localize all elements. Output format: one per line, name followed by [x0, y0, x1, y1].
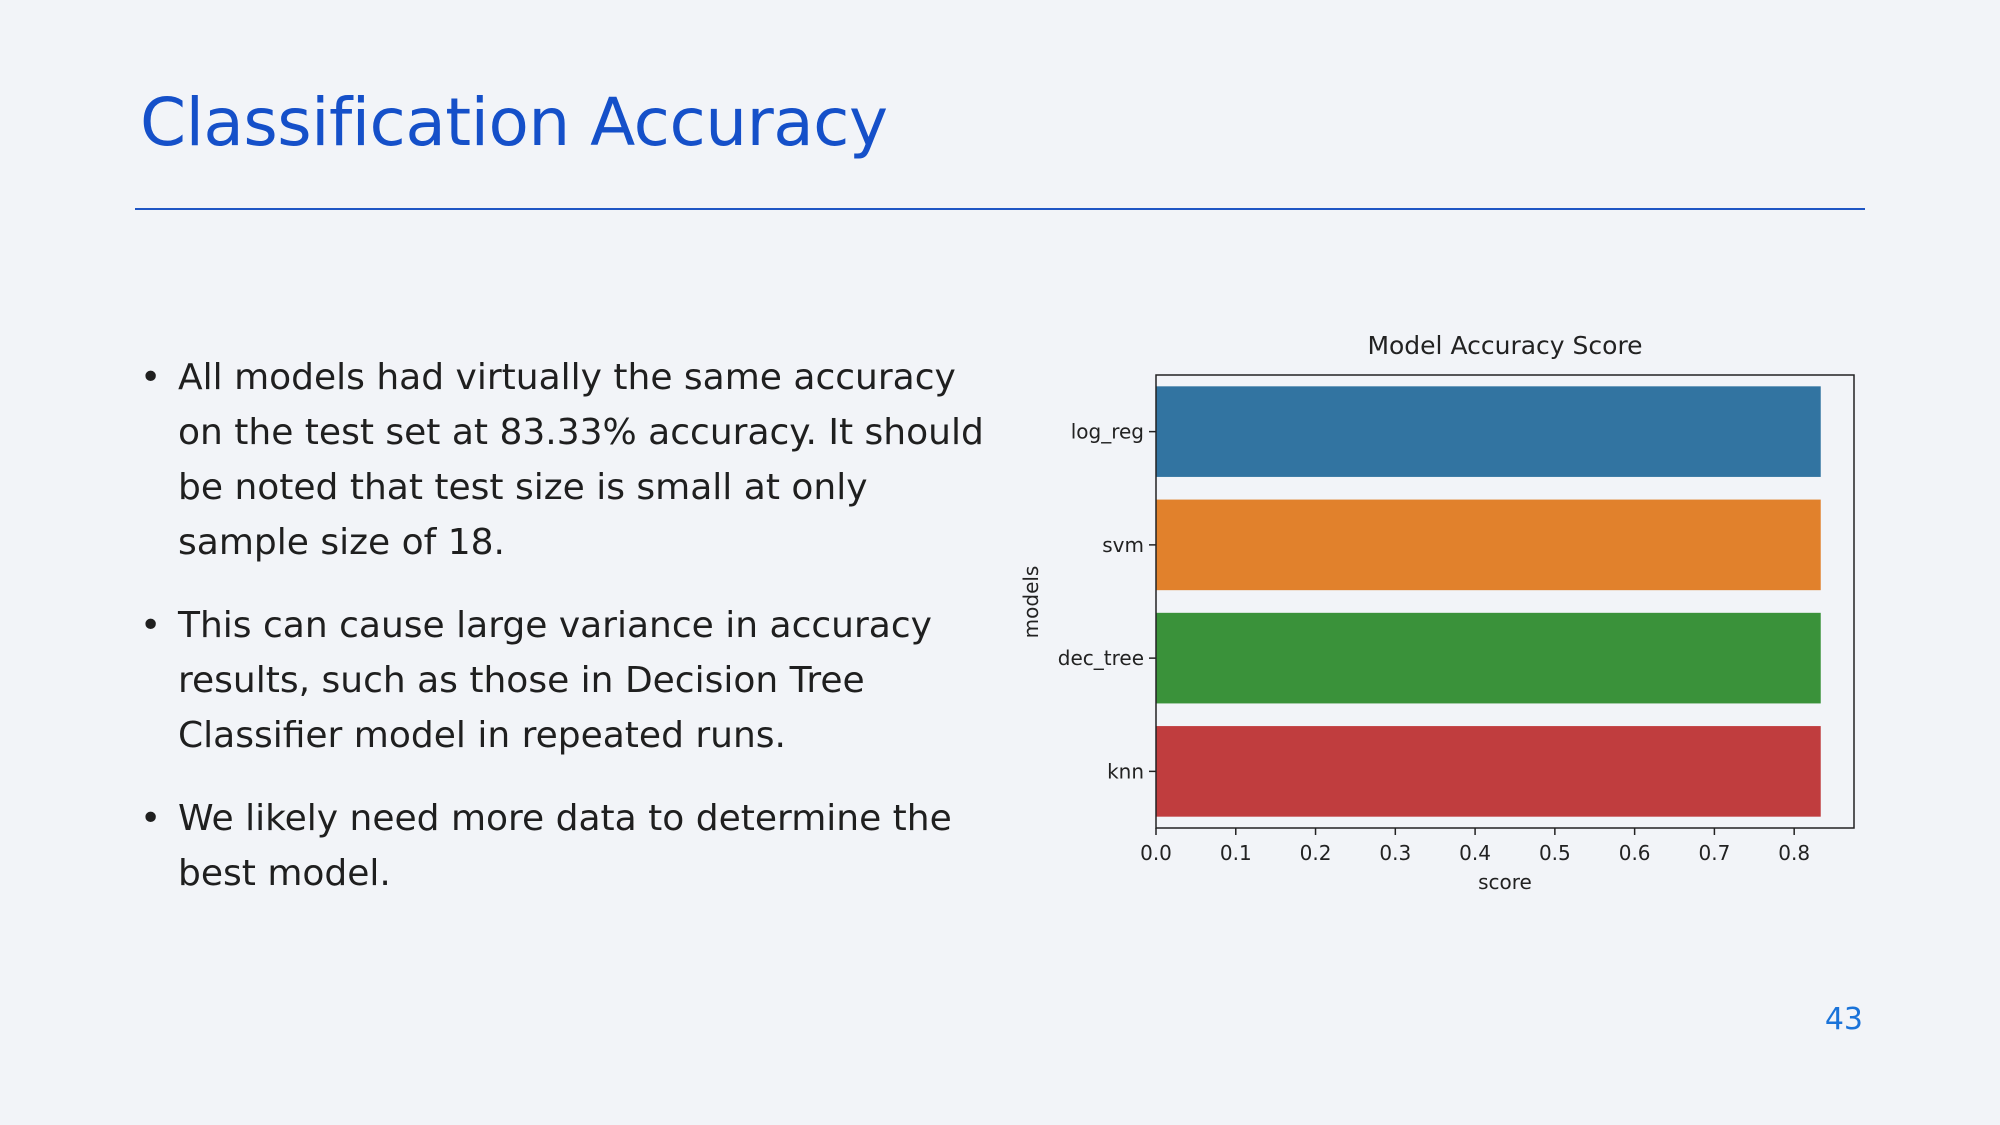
chart-x-axis: 0.0 0.1 0.2 0.3 0.4 0.5 0.6 0.7 0.8	[1140, 828, 1810, 865]
bullet-text: All models had virtually the same accura…	[178, 357, 984, 563]
bullet-list: • All models had virtually the same accu…	[140, 350, 1000, 929]
bullet-item: • All models had virtually the same accu…	[140, 350, 1000, 570]
bullet-text: This can cause large variance in accurac…	[178, 605, 932, 756]
y-axis-label: models	[1019, 566, 1043, 639]
bullet-item: • This can cause large variance in accur…	[140, 598, 1000, 763]
chart-title: Model Accuracy Score	[1367, 331, 1642, 360]
bar-svm	[1156, 499, 1821, 591]
x-axis-label: score	[1478, 870, 1532, 894]
y-tick-label: knn	[1107, 759, 1144, 783]
page-number: 43	[1824, 1002, 1863, 1037]
bullet-marker-icon: •	[140, 357, 162, 398]
bullet-text: We likely need more data to determine th…	[178, 798, 952, 894]
x-tick-label: 0.4	[1459, 841, 1491, 865]
x-tick-label: 0.0	[1140, 841, 1172, 865]
x-tick-label: 0.5	[1539, 841, 1571, 865]
y-tick-label: svm	[1102, 533, 1144, 557]
y-tick-label: dec_tree	[1058, 646, 1144, 670]
x-tick-label: 0.3	[1379, 841, 1411, 865]
x-tick-label: 0.1	[1220, 841, 1252, 865]
bullet-marker-icon: •	[140, 798, 162, 839]
plot-frame	[1155, 374, 1855, 829]
x-tick-label: 0.8	[1778, 841, 1810, 865]
chart-bars	[1156, 386, 1821, 817]
slide-title: Classification Accuracy	[140, 84, 888, 161]
bar-dec_tree	[1156, 612, 1821, 704]
y-tick-label: log_reg	[1071, 420, 1144, 444]
bullet-marker-icon: •	[140, 605, 162, 646]
bar-log_reg	[1156, 386, 1821, 477]
title-divider	[135, 208, 1865, 210]
x-tick-label: 0.6	[1619, 841, 1651, 865]
x-tick-label: 0.2	[1300, 841, 1332, 865]
bullet-item: • We likely need more data to determine …	[140, 791, 1000, 901]
bar-knn	[1156, 726, 1821, 817]
x-tick-label: 0.7	[1698, 841, 1730, 865]
